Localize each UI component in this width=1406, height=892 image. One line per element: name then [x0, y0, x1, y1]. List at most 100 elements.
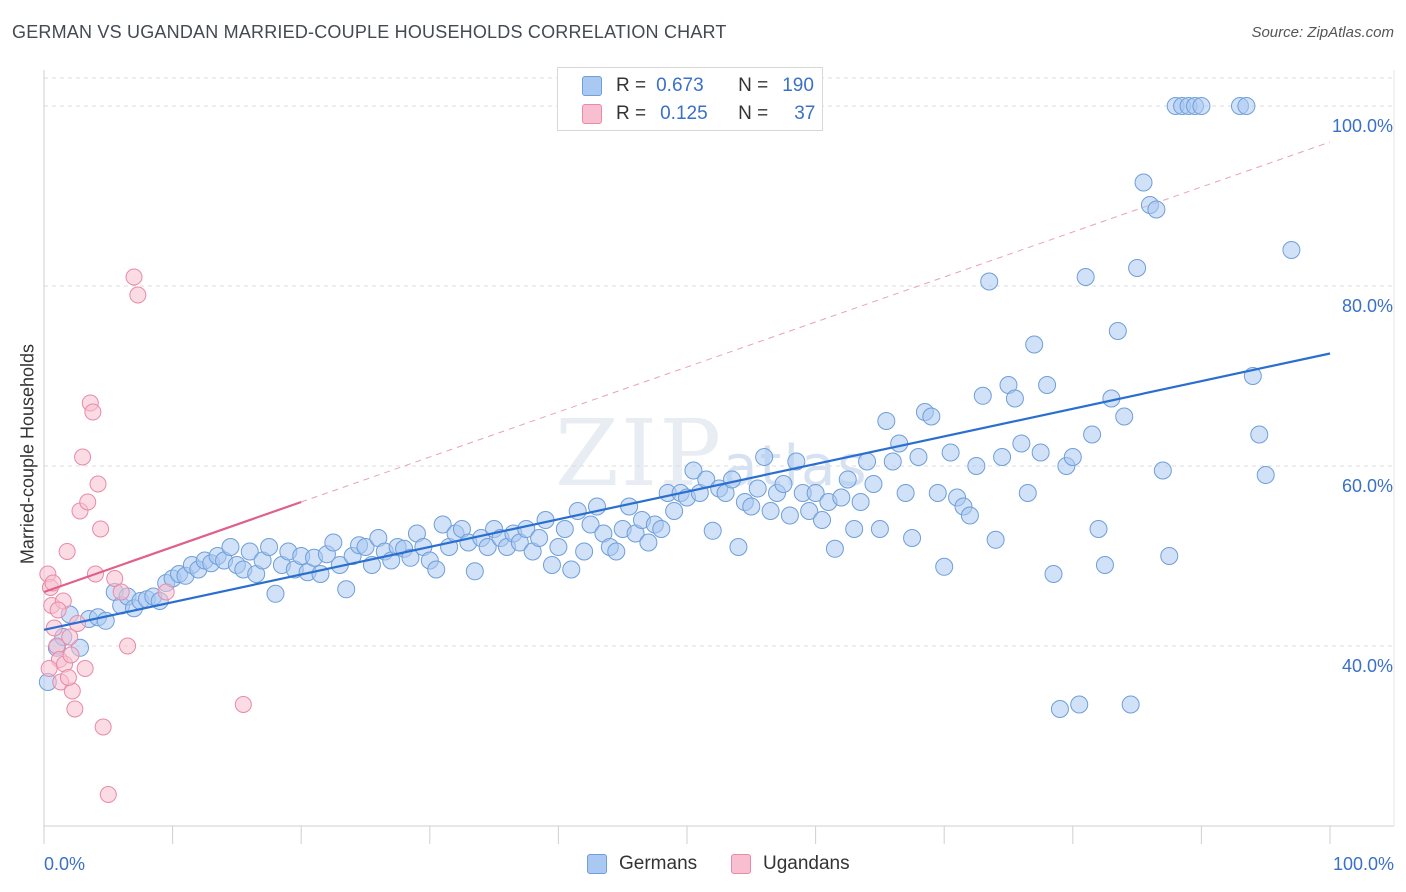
german-point	[1005, 389, 1024, 408]
german-point	[221, 538, 240, 556]
ugandan-point	[76, 660, 94, 677]
german-swatch	[582, 76, 602, 96]
german-point	[780, 506, 799, 525]
x-tick-label-max: 100.0%	[1333, 854, 1394, 874]
german-point	[555, 520, 574, 538]
ugandan-point	[74, 448, 92, 466]
german-point	[960, 506, 979, 525]
y-tick-label-60: 60.0%	[1342, 476, 1393, 496]
german-n-value: 190	[782, 75, 814, 96]
german-point	[1044, 565, 1063, 583]
legend-row-ugandan: R = 0.125 N = 37	[582, 102, 815, 126]
german-point	[800, 502, 819, 520]
german-point	[562, 560, 581, 579]
bottom-legend-german: Germans	[587, 853, 697, 875]
bottom-legend-ugandan: Ugandans	[731, 853, 850, 875]
german-point	[652, 520, 671, 538]
german-point	[1012, 434, 1031, 453]
german-point	[665, 502, 684, 520]
german-point	[1018, 484, 1037, 502]
german-point	[755, 448, 774, 466]
german-point	[1250, 425, 1269, 444]
ugandan-swatch	[582, 104, 602, 124]
ugandan-point	[58, 543, 76, 560]
german-point	[1128, 259, 1147, 277]
german-point	[922, 407, 941, 426]
german-point	[729, 538, 748, 556]
german-trend-line	[43, 352, 1331, 631]
german-point	[1050, 700, 1069, 718]
german-point	[883, 452, 902, 471]
german-point	[1237, 97, 1256, 115]
ugandan-point	[94, 718, 112, 736]
ugandan-point	[89, 475, 107, 493]
german-point	[240, 542, 259, 561]
german-point	[337, 580, 356, 599]
german-point	[1031, 443, 1050, 462]
german-point	[851, 493, 870, 511]
german-point	[723, 470, 742, 489]
german-point	[774, 475, 793, 493]
german-point	[575, 542, 594, 561]
german-point	[909, 448, 928, 466]
german-point	[787, 452, 806, 471]
german-point	[890, 434, 909, 453]
ugandan-point	[61, 628, 79, 646]
german-r-label: R =	[616, 75, 647, 96]
german-point	[845, 520, 864, 538]
y-axis-label: Married-couple Households	[17, 343, 38, 565]
ugandan-point	[157, 583, 175, 601]
ugandan-point	[99, 786, 117, 803]
german-point	[684, 461, 703, 480]
german-point	[877, 412, 896, 430]
legend-row-german: R = 0.673 N = 190	[582, 74, 814, 98]
german-point	[1025, 335, 1044, 354]
german-point	[1063, 448, 1082, 466]
german-point	[549, 538, 568, 556]
german-r-value: 0.673	[656, 75, 704, 96]
german-point	[465, 562, 484, 581]
german-point	[742, 497, 761, 516]
ugandan-point	[234, 696, 252, 713]
x-tick-label-min: 0.0%	[44, 854, 85, 874]
ugandan-n-value: 37	[794, 103, 816, 124]
german-point	[260, 538, 279, 556]
ugandan-point	[125, 268, 143, 286]
german-point	[896, 484, 915, 502]
german-point	[356, 538, 375, 556]
german-point	[806, 484, 825, 502]
ugandan-point	[62, 646, 80, 664]
german-point	[620, 497, 639, 516]
bottom-ugandan-swatch	[731, 854, 751, 874]
bottom-ugandan-label: Ugandans	[763, 853, 850, 874]
ugandan-trend-extension	[301, 141, 1331, 503]
german-point	[1153, 461, 1172, 480]
ugandan-point	[84, 403, 102, 421]
german-point	[266, 584, 285, 603]
german-point	[427, 560, 446, 579]
bottom-german-swatch	[587, 854, 607, 874]
ugandan-point	[79, 493, 97, 511]
german-point	[1282, 241, 1301, 259]
ugandan-trend-line	[43, 500, 302, 594]
german-point	[1095, 556, 1114, 574]
german-point	[973, 386, 992, 405]
german-point	[980, 272, 999, 291]
german-point	[761, 502, 780, 520]
german-point	[1089, 520, 1108, 538]
german-point	[748, 479, 767, 498]
ugandan-point	[59, 669, 77, 686]
german-point	[967, 457, 986, 475]
german-point	[581, 515, 600, 534]
german-point	[825, 539, 844, 558]
german-point	[986, 530, 1005, 549]
german-point	[478, 538, 497, 556]
ugandan-point	[66, 700, 84, 718]
correlation-legend: R = 0.673 N = 190 R = 0.125 N = 37	[557, 67, 823, 131]
ugandan-point	[40, 660, 58, 677]
german-point	[864, 475, 883, 493]
german-point	[870, 520, 889, 538]
german-point	[401, 548, 420, 567]
ugandan-n-label: N =	[738, 103, 769, 124]
